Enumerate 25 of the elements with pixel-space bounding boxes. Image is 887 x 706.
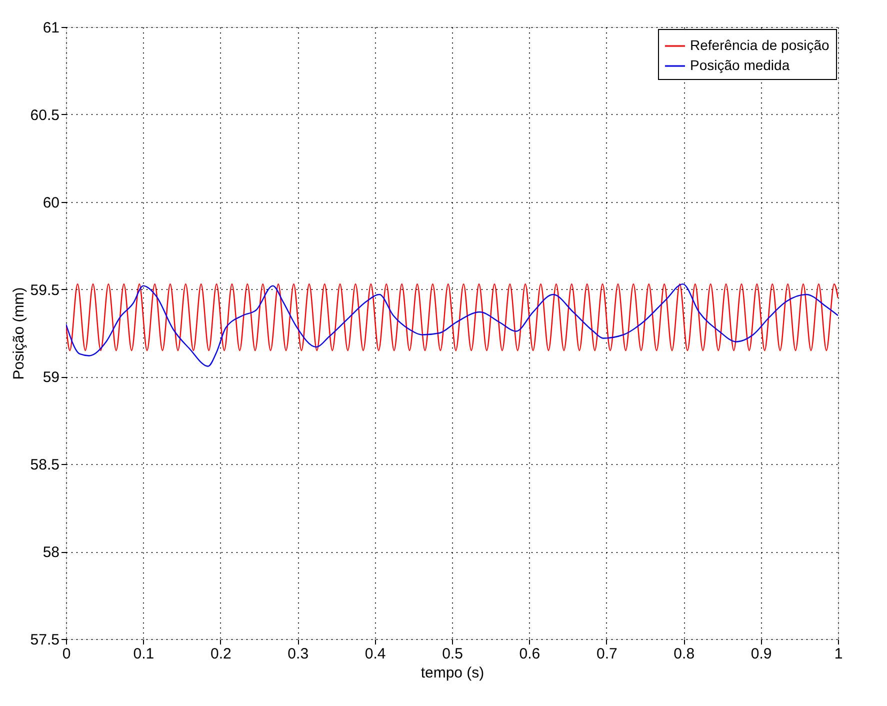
y-tick-label: 58 [42, 544, 60, 562]
x-tick-label: 0.2 [210, 646, 232, 662]
y-tick-label: 60 [42, 194, 60, 212]
x-tick-label: 0.5 [442, 646, 463, 662]
y-tick-label: 57.5 [30, 632, 60, 648]
line-series [66, 283, 838, 352]
y-tick-label: 59.5 [30, 282, 60, 299]
legend-label: Referência de posição [690, 37, 830, 53]
x-tick-label: 0.3 [288, 646, 309, 662]
x-tick-label: 0.9 [750, 646, 772, 662]
y-tick-label: 60.5 [30, 106, 60, 124]
legend-label: Posição medida [690, 57, 790, 73]
y-tick-label: 58.5 [30, 456, 60, 474]
x-tick-label: 0.6 [519, 646, 540, 662]
x-tick-label: 0.8 [674, 646, 695, 662]
x-tick-label: 0.1 [133, 646, 154, 662]
line-series [66, 283, 838, 367]
y-tick-label: 61 [42, 20, 60, 36]
x-axis-title: tempo (s) [420, 664, 484, 682]
y-tick-label: 59 [42, 369, 60, 386]
x-tick-label: 1 [834, 646, 843, 662]
y-axis-title: Posição (mm) [10, 287, 28, 380]
x-tick-label: 0 [62, 646, 71, 662]
x-tick-label: 0.4 [364, 646, 386, 662]
x-tick-label: 0.7 [596, 646, 618, 662]
